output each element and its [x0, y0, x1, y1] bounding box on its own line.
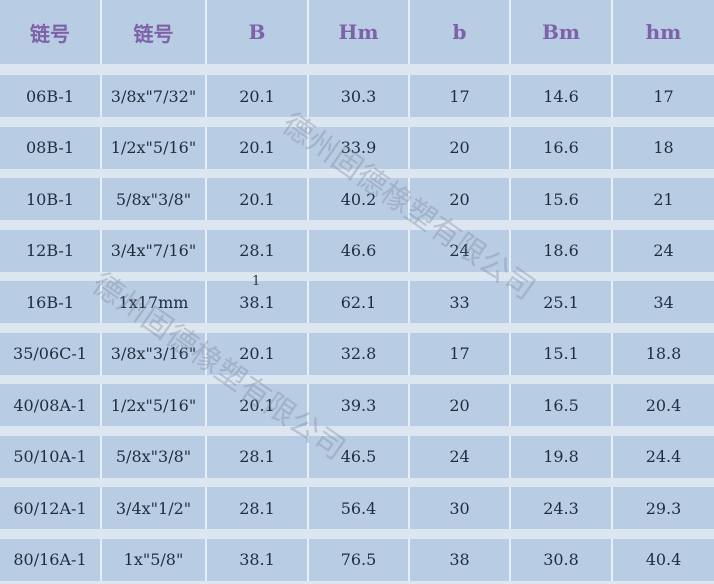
- table-cell: 40.2: [309, 178, 410, 220]
- footnote-marker: 1: [252, 274, 261, 289]
- table-cell: 16.5: [511, 384, 613, 426]
- column-header: 链号: [102, 0, 207, 64]
- table-cell: 80/16A-1: [0, 538, 102, 581]
- table-cell: 24.3: [511, 487, 613, 529]
- table-cell: 40/08A-1: [0, 384, 102, 426]
- table-cell: 28.1: [207, 229, 309, 272]
- table-cell: 15.1: [511, 332, 613, 375]
- table-cell: 20: [410, 384, 511, 426]
- table-cell: 21: [613, 178, 714, 220]
- table-cell: 17: [613, 75, 714, 117]
- table-cell: 35/06C-1: [0, 332, 102, 375]
- table-cell: 30: [410, 487, 511, 529]
- table-cell: 24.4: [613, 435, 714, 478]
- table-cell: 38: [410, 538, 511, 581]
- table-cell: 46.5: [309, 435, 410, 478]
- table-cell: 34: [613, 281, 714, 323]
- table-cell: 16.6: [511, 126, 613, 169]
- table-cell: 38.1: [207, 281, 309, 323]
- table-cell: 3/8x"3/16": [102, 332, 207, 375]
- table-cell: 20: [410, 126, 511, 169]
- table-cell: 17: [410, 332, 511, 375]
- table-cell: 24: [613, 229, 714, 272]
- table-cell: 38.1: [207, 538, 309, 581]
- table-row: 08B-1 1/2x"5/16" 20.1 33.9 20 16.6 18: [0, 126, 714, 169]
- table-cell: 18: [613, 126, 714, 169]
- table-cell: 32.8: [309, 332, 410, 375]
- table-cell: 14.6: [511, 75, 613, 117]
- table-cell: 15.6: [511, 178, 613, 220]
- table-cell: 56.4: [309, 487, 410, 529]
- table-cell: 3/8x"7/32": [102, 75, 207, 117]
- table-cell: 12B-1: [0, 229, 102, 272]
- table-row: 12B-1 3/4x"7/16" 28.1 46.6 24 18.6 24: [0, 229, 714, 272]
- table-cell: 06B-1: [0, 75, 102, 117]
- table-cell: 39.3: [309, 384, 410, 426]
- table-row: 10B-1 5/8x"3/8" 20.1 40.2 20 15.6 21: [0, 178, 714, 220]
- table-cell: 20.1: [207, 332, 309, 375]
- table-cell: 46.6: [309, 229, 410, 272]
- table-cell: 19.8: [511, 435, 613, 478]
- table-row: 60/12A-1 3/4x"1/2" 28.1 56.4 30 24.3 29.3: [0, 487, 714, 529]
- table-cell: 62.1: [309, 281, 410, 323]
- table-cell: 40.4: [613, 538, 714, 581]
- table-cell: 25.1: [511, 281, 613, 323]
- table-row: 16B-1 1x17mm 38.1 62.1 33 25.1 34: [0, 281, 714, 323]
- column-header: hm: [613, 0, 714, 64]
- table-row: 80/16A-1 1x"5/8" 38.1 76.5 38 30.8 40.4: [0, 538, 714, 581]
- table-cell: 1x"5/8": [102, 538, 207, 581]
- table-cell: 50/10A-1: [0, 435, 102, 478]
- table-cell: 20.4: [613, 384, 714, 426]
- table-row: 06B-1 3/8x"7/32" 20.1 30.3 17 14.6 17: [0, 75, 714, 117]
- table-cell: 29.3: [613, 487, 714, 529]
- table-cell: 17: [410, 75, 511, 117]
- table-row: 50/10A-1 5/8x"3/8" 28.1 46.5 24 19.8 24.4: [0, 435, 714, 478]
- header-row: 链号 链号 B Hm b Bm hm: [0, 0, 714, 64]
- table-cell: 33: [410, 281, 511, 323]
- table-cell: 28.1: [207, 487, 309, 529]
- table-cell: 33.9: [309, 126, 410, 169]
- table-cell: 24: [410, 435, 511, 478]
- table-cell: 08B-1: [0, 126, 102, 169]
- table-row: 35/06C-1 3/8x"3/16" 20.1 32.8 17 15.1 18.8: [0, 332, 714, 375]
- column-header: Hm: [309, 0, 410, 64]
- table-cell: 1x17mm: [102, 281, 207, 323]
- table-cell: 10B-1: [0, 178, 102, 220]
- table-cell: 18.8: [613, 332, 714, 375]
- table-cell: 1/2x"5/16": [102, 384, 207, 426]
- table-cell: 5/8x"3/8": [102, 178, 207, 220]
- table-cell: 24: [410, 229, 511, 272]
- column-header: 链号: [0, 0, 102, 64]
- table-cell: 1/2x"5/16": [102, 126, 207, 169]
- table-cell: 28.1: [207, 435, 309, 478]
- table-cell: 3/4x"1/2": [102, 487, 207, 529]
- table-cell: 20.1: [207, 384, 309, 426]
- table-cell: 16B-1: [0, 281, 102, 323]
- table-cell: 30.8: [511, 538, 613, 581]
- column-header: Bm: [511, 0, 613, 64]
- table-cell: 18.6: [511, 229, 613, 272]
- table-cell: 3/4x"7/16": [102, 229, 207, 272]
- table-row: 40/08A-1 1/2x"5/16" 20.1 39.3 20 16.5 20.4: [0, 384, 714, 426]
- table-cell: 76.5: [309, 538, 410, 581]
- table-cell: 20.1: [207, 126, 309, 169]
- table-cell: 20.1: [207, 75, 309, 117]
- table-cell: 60/12A-1: [0, 487, 102, 529]
- table-cell: 30.3: [309, 75, 410, 117]
- table-cell: 5/8x"3/8": [102, 435, 207, 478]
- column-header: B: [207, 0, 309, 64]
- table-cell: 20.1: [207, 178, 309, 220]
- column-header: b: [410, 0, 511, 64]
- table-cell: 20: [410, 178, 511, 220]
